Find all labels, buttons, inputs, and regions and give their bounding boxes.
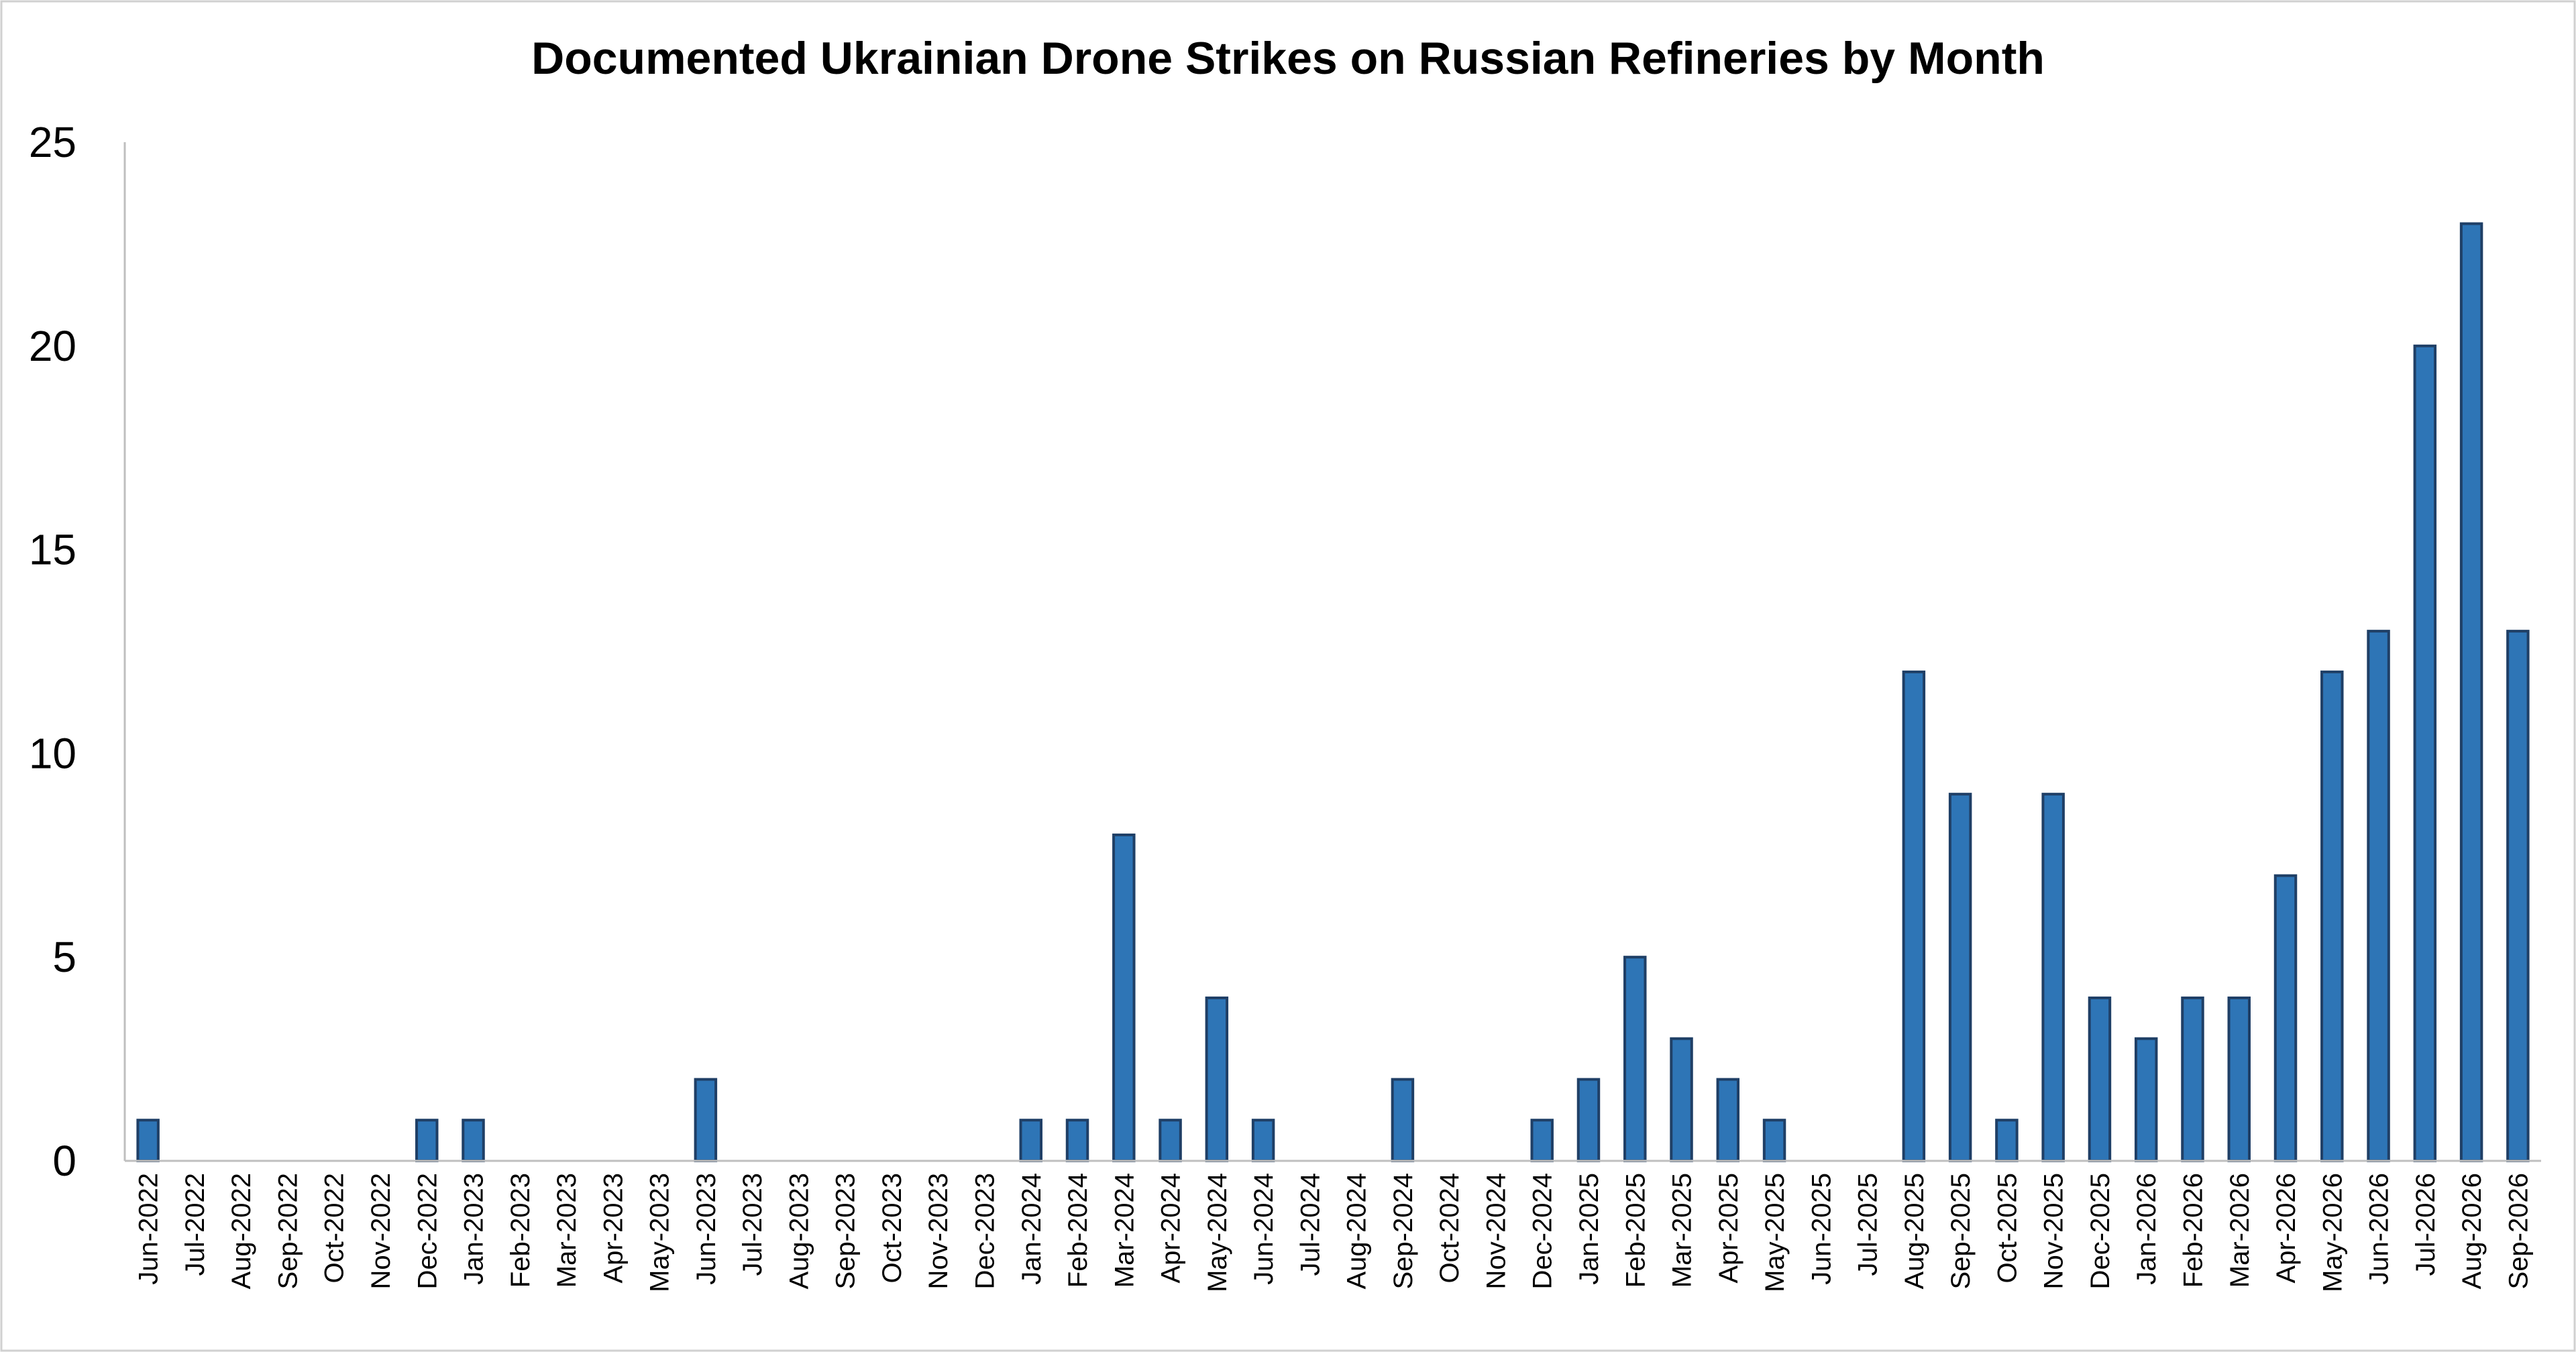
- x-tick-label: Oct-2023: [877, 1173, 907, 1284]
- x-tick-label: Aug-2024: [1342, 1173, 1372, 1289]
- x-tick-label: Sep-2026: [2504, 1173, 2533, 1289]
- y-axis-ticks: 0 5 10 15 20 25: [29, 118, 76, 1185]
- x-tick-label: Jun-2026: [2365, 1173, 2394, 1285]
- x-tick-label: Jul-2022: [180, 1173, 210, 1276]
- x-tick-label: Aug-2026: [2457, 1173, 2487, 1289]
- bar: [1530, 1119, 1554, 1162]
- x-tick-label: Apr-2025: [1714, 1173, 1743, 1284]
- bar: [2506, 630, 2530, 1162]
- bar: [1670, 1037, 1693, 1162]
- x-tick-label: Jul-2025: [1854, 1173, 1883, 1276]
- x-tick-label: Apr-2023: [598, 1173, 628, 1284]
- bar: [2367, 630, 2390, 1162]
- bar: [2134, 1037, 2158, 1162]
- x-tick-label: Jan-2023: [460, 1173, 489, 1285]
- x-tick-label: Dec-2024: [1528, 1173, 1558, 1289]
- x-tick-label: Nov-2022: [366, 1173, 396, 1289]
- x-tick-label: Nov-2025: [2039, 1173, 2069, 1289]
- x-tick-label: Aug-2025: [1900, 1173, 1929, 1289]
- bar: [2227, 996, 2251, 1162]
- x-tick-label: Feb-2024: [1063, 1173, 1093, 1288]
- bar: [2413, 344, 2437, 1162]
- x-tick-label: Jul-2023: [738, 1173, 767, 1276]
- x-tick-label: Jun-2024: [1249, 1173, 1279, 1285]
- bar: [1065, 1119, 1089, 1162]
- bar: [415, 1119, 439, 1162]
- x-axis-ticks: Jun-2022 Jul-2022 Aug-2022 Sep-2022 Oct-2022…: [134, 1173, 2534, 1292]
- x-tick-label: Aug-2023: [784, 1173, 814, 1289]
- x-tick-label: Aug-2022: [227, 1173, 256, 1289]
- x-tick-label: Nov-2023: [924, 1173, 953, 1289]
- bar: [1251, 1119, 1275, 1162]
- bar: [1995, 1119, 2019, 1162]
- y-tick-label: 5: [52, 933, 76, 981]
- bars: [136, 222, 2530, 1163]
- x-tick-label: May-2025: [1760, 1173, 1790, 1292]
- x-tick-label: Nov-2024: [1481, 1173, 1511, 1289]
- bar: [462, 1119, 485, 1162]
- y-tick-label: 15: [29, 526, 76, 574]
- x-tick-label: Jul-2024: [1295, 1173, 1325, 1276]
- x-tick-label: Jun-2023: [692, 1173, 721, 1285]
- x-tick-label: Dec-2023: [970, 1173, 1000, 1289]
- y-tick-label: 25: [29, 118, 76, 166]
- x-tick-label: Jun-2022: [134, 1173, 164, 1285]
- bar: [1019, 1119, 1042, 1162]
- x-tick-label: Mar-2025: [1668, 1173, 1697, 1288]
- x-tick-label: May-2023: [645, 1173, 675, 1292]
- x-tick-label: Mar-2024: [1110, 1173, 1139, 1288]
- x-tick-label: Apr-2026: [2271, 1173, 2301, 1284]
- x-tick-label: Mar-2023: [552, 1173, 582, 1288]
- x-tick-label: Jan-2026: [2132, 1173, 2161, 1285]
- x-tick-label: Oct-2022: [320, 1173, 350, 1284]
- bar: [2181, 996, 2204, 1162]
- bar: [1902, 670, 1926, 1162]
- bar: [136, 1119, 160, 1162]
- x-tick-label: Jan-2024: [1017, 1173, 1046, 1285]
- x-tick-label: Jun-2025: [1807, 1173, 1836, 1285]
- y-tick-label: 10: [29, 729, 76, 777]
- x-tick-label: May-2026: [2318, 1173, 2347, 1292]
- bar: [1205, 996, 1229, 1162]
- bar: [2273, 874, 2298, 1163]
- bar: [2459, 222, 2483, 1162]
- x-tick-label: Dec-2025: [2086, 1173, 2115, 1289]
- bar: [2320, 670, 2344, 1162]
- x-tick-label: Dec-2022: [413, 1173, 442, 1289]
- x-tick-label: Sep-2023: [831, 1173, 861, 1289]
- x-tick-label: Oct-2025: [1992, 1173, 2022, 1284]
- bar: [1159, 1119, 1182, 1162]
- bar: [694, 1078, 718, 1162]
- bar: [1948, 793, 1972, 1163]
- bar: [1623, 956, 1647, 1162]
- bar: [2041, 793, 2065, 1163]
- x-tick-label: May-2024: [1203, 1173, 1232, 1292]
- bar: [1762, 1119, 1786, 1162]
- x-tick-label: Feb-2023: [506, 1173, 535, 1288]
- bar: [1112, 833, 1136, 1163]
- chart-title: Documented Ukrainian Drone Strikes on Ru…: [531, 33, 2045, 84]
- bar: [2088, 996, 2112, 1162]
- bar: [1576, 1078, 1601, 1162]
- x-tick-label: Feb-2025: [1621, 1173, 1650, 1288]
- x-tick-label: Feb-2026: [2178, 1173, 2208, 1288]
- x-tick-label: Oct-2024: [1435, 1173, 1464, 1284]
- y-tick-label: 0: [52, 1137, 76, 1185]
- x-tick-label: Mar-2026: [2225, 1173, 2255, 1288]
- y-tick-label: 20: [29, 322, 76, 370]
- bar: [1716, 1078, 1740, 1162]
- x-tick-label: Sep-2025: [1946, 1173, 1976, 1289]
- x-tick-label: Sep-2022: [273, 1173, 303, 1289]
- x-tick-label: Apr-2024: [1157, 1173, 1186, 1284]
- x-tick-label: Sep-2024: [1389, 1173, 1418, 1289]
- x-tick-label: Jan-2025: [1574, 1173, 1604, 1285]
- x-tick-label: Jul-2026: [2411, 1173, 2440, 1276]
- bar: [1391, 1078, 1415, 1162]
